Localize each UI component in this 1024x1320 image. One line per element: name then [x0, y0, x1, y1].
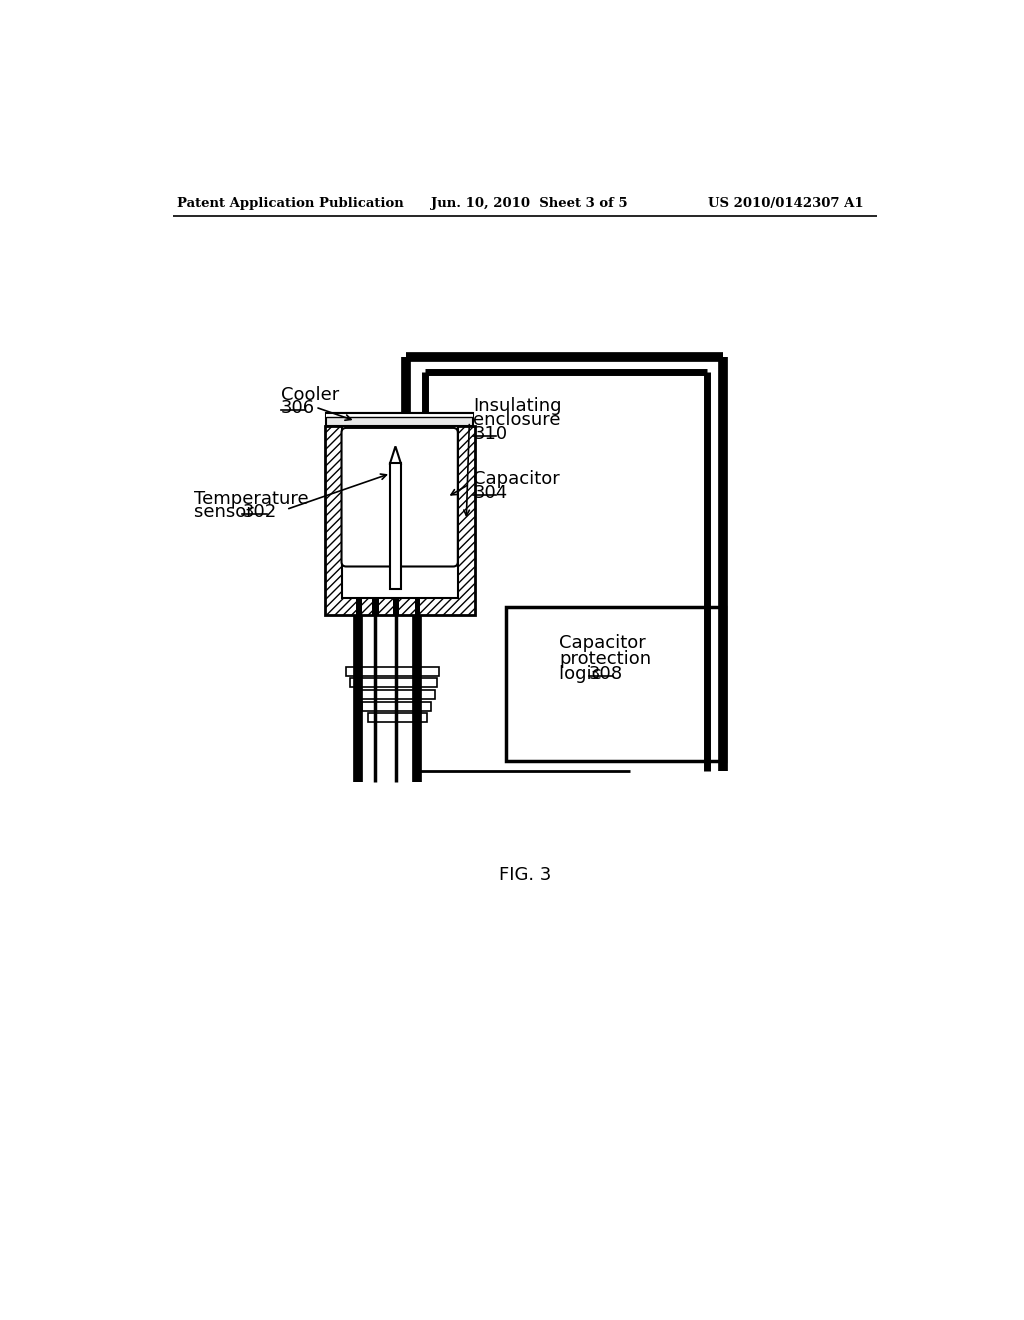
Bar [350, 678, 437, 688]
Text: protection: protection [559, 649, 651, 668]
Bar [390, 463, 400, 589]
Bar [342, 426, 458, 598]
Bar [373, 598, 379, 615]
Text: 304: 304 [473, 484, 508, 502]
Text: logic: logic [559, 665, 607, 682]
Bar [361, 702, 431, 711]
Bar [415, 598, 420, 615]
Text: 310: 310 [473, 425, 507, 442]
Text: Capacitor: Capacitor [559, 635, 646, 652]
FancyBboxPatch shape [342, 428, 458, 566]
Text: 302: 302 [243, 503, 276, 521]
Text: enclosure: enclosure [473, 411, 561, 429]
Text: FIG. 3: FIG. 3 [499, 866, 551, 883]
Bar [326, 413, 473, 417]
Bar [346, 667, 438, 676]
Bar [355, 689, 435, 700]
Text: sensor: sensor [194, 503, 259, 521]
Polygon shape [390, 446, 400, 463]
Bar [368, 713, 427, 722]
Bar [356, 598, 361, 615]
Text: Jun. 10, 2010  Sheet 3 of 5: Jun. 10, 2010 Sheet 3 of 5 [431, 197, 628, 210]
Text: 306: 306 [281, 400, 314, 417]
Bar [325, 426, 475, 615]
Text: 308: 308 [589, 665, 623, 682]
Text: Capacitor: Capacitor [473, 470, 560, 488]
Text: Temperature: Temperature [194, 490, 308, 507]
Bar [393, 598, 399, 615]
Text: Insulating: Insulating [473, 397, 562, 414]
Bar [506, 607, 725, 762]
Bar [342, 426, 458, 598]
Text: Patent Application Publication: Patent Application Publication [177, 197, 403, 210]
Bar [326, 413, 473, 426]
Text: US 2010/0142307 A1: US 2010/0142307 A1 [708, 197, 863, 210]
Text: Cooler: Cooler [281, 385, 339, 404]
